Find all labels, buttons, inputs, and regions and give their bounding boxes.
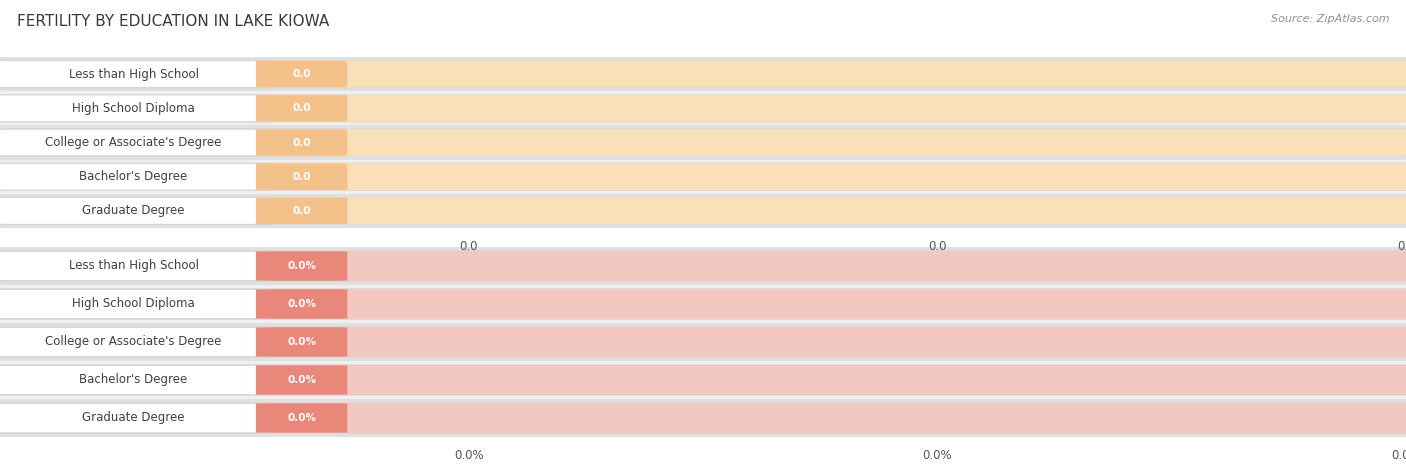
Text: Less than High School: Less than High School xyxy=(69,259,198,273)
FancyBboxPatch shape xyxy=(256,163,347,190)
FancyBboxPatch shape xyxy=(0,61,271,87)
Text: 0.0: 0.0 xyxy=(292,103,311,114)
FancyBboxPatch shape xyxy=(0,403,271,433)
Bar xyxy=(0,247,1406,285)
Text: 0.0: 0.0 xyxy=(292,206,311,216)
Bar xyxy=(0,91,1406,125)
Text: 0.0: 0.0 xyxy=(460,240,478,253)
Bar xyxy=(0,160,1406,194)
Text: 0.0%: 0.0% xyxy=(1391,449,1406,462)
Text: Graduate Degree: Graduate Degree xyxy=(83,204,184,218)
FancyBboxPatch shape xyxy=(0,197,1406,225)
FancyBboxPatch shape xyxy=(256,251,347,281)
Text: FERTILITY BY EDUCATION IN LAKE KIOWA: FERTILITY BY EDUCATION IN LAKE KIOWA xyxy=(17,14,329,29)
Bar xyxy=(0,125,1406,160)
Text: 0.0%: 0.0% xyxy=(287,413,316,423)
FancyBboxPatch shape xyxy=(0,95,1406,122)
Text: Less than High School: Less than High School xyxy=(69,67,198,81)
FancyBboxPatch shape xyxy=(0,365,1406,395)
FancyBboxPatch shape xyxy=(0,289,1406,319)
Text: College or Associate's Degree: College or Associate's Degree xyxy=(45,335,222,349)
FancyBboxPatch shape xyxy=(0,60,1406,88)
Text: 0.0: 0.0 xyxy=(928,240,946,253)
FancyBboxPatch shape xyxy=(0,163,1406,190)
FancyBboxPatch shape xyxy=(0,95,271,122)
Text: 0.0%: 0.0% xyxy=(287,299,316,309)
FancyBboxPatch shape xyxy=(256,327,347,357)
FancyBboxPatch shape xyxy=(0,129,271,156)
FancyBboxPatch shape xyxy=(256,129,347,156)
Text: Bachelor's Degree: Bachelor's Degree xyxy=(80,373,187,387)
Text: High School Diploma: High School Diploma xyxy=(72,297,195,311)
FancyBboxPatch shape xyxy=(256,365,347,395)
FancyBboxPatch shape xyxy=(256,95,347,122)
FancyBboxPatch shape xyxy=(256,289,347,319)
Text: 0.0: 0.0 xyxy=(292,171,311,182)
Text: 0.0%: 0.0% xyxy=(287,375,316,385)
FancyBboxPatch shape xyxy=(0,251,271,281)
FancyBboxPatch shape xyxy=(256,403,347,433)
Bar xyxy=(0,194,1406,228)
FancyBboxPatch shape xyxy=(0,251,1406,281)
FancyBboxPatch shape xyxy=(256,61,347,87)
FancyBboxPatch shape xyxy=(0,289,271,319)
FancyBboxPatch shape xyxy=(0,198,271,224)
Text: 0.0%: 0.0% xyxy=(454,449,484,462)
Bar xyxy=(0,399,1406,437)
Text: 0.0%: 0.0% xyxy=(287,337,316,347)
FancyBboxPatch shape xyxy=(0,403,1406,433)
Text: 0.0: 0.0 xyxy=(292,137,311,148)
Text: Graduate Degree: Graduate Degree xyxy=(83,411,184,425)
Bar xyxy=(0,323,1406,361)
FancyBboxPatch shape xyxy=(0,327,1406,357)
Text: Source: ZipAtlas.com: Source: ZipAtlas.com xyxy=(1271,14,1389,24)
FancyBboxPatch shape xyxy=(0,163,271,190)
Text: 0.0%: 0.0% xyxy=(287,261,316,271)
FancyBboxPatch shape xyxy=(256,198,347,224)
FancyBboxPatch shape xyxy=(0,129,1406,156)
Text: 0.0: 0.0 xyxy=(1396,240,1406,253)
FancyBboxPatch shape xyxy=(0,327,271,357)
Bar xyxy=(0,285,1406,323)
Text: College or Associate's Degree: College or Associate's Degree xyxy=(45,136,222,149)
FancyBboxPatch shape xyxy=(0,365,271,395)
Bar xyxy=(0,361,1406,399)
Text: High School Diploma: High School Diploma xyxy=(72,102,195,115)
Text: Bachelor's Degree: Bachelor's Degree xyxy=(80,170,187,183)
Bar xyxy=(0,57,1406,91)
Text: 0.0%: 0.0% xyxy=(922,449,952,462)
Text: 0.0: 0.0 xyxy=(292,69,311,79)
